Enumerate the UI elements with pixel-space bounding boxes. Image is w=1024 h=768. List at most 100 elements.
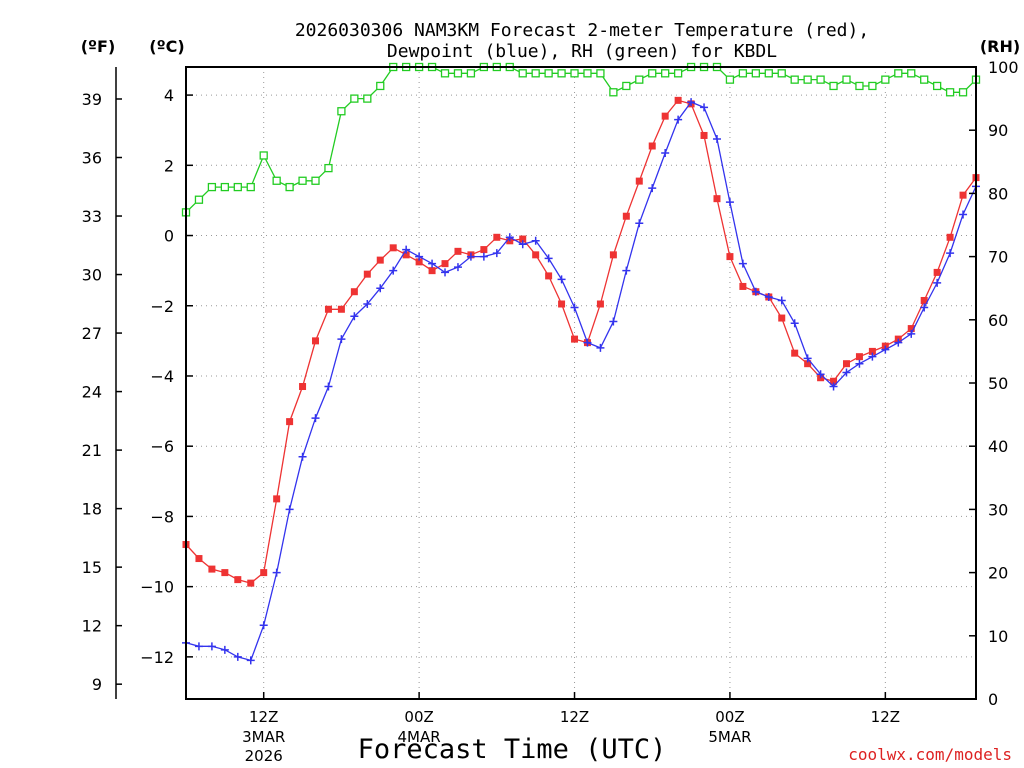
x-tick-date: 3MAR xyxy=(242,728,285,746)
dewpoint-point xyxy=(725,198,734,207)
dewpoint-point xyxy=(596,343,605,352)
dewpoint-point xyxy=(855,359,864,368)
2-meter-temperature-point xyxy=(609,251,617,259)
dewpoint-point xyxy=(220,645,229,654)
2-meter-temperature-point xyxy=(260,569,268,577)
2-meter-temperature-line xyxy=(185,99,977,584)
x-tick-label: 12Z xyxy=(871,708,900,726)
2-meter-temperature-point xyxy=(635,177,643,185)
rh-point xyxy=(881,75,890,84)
rh-point xyxy=(751,69,760,78)
2-meter-temperature-point xyxy=(648,142,656,150)
dewpoint-point xyxy=(674,115,683,124)
dewpoint-point xyxy=(518,240,527,249)
2-meter-temperature-point xyxy=(830,377,838,385)
rh-point xyxy=(932,81,942,91)
f-tick-label: 24 xyxy=(82,383,102,402)
dewpoint-point xyxy=(764,292,773,301)
rh-point xyxy=(285,182,294,192)
rh-point xyxy=(920,75,929,84)
dewpoint-point xyxy=(194,642,203,651)
rh-point xyxy=(531,69,540,78)
2-meter-temperature-point xyxy=(363,270,371,278)
2-meter-temperature-point xyxy=(350,288,358,296)
x-tick-label: 00Z xyxy=(404,708,433,726)
c-tick-label: −6 xyxy=(150,437,174,456)
dewpoint-point xyxy=(479,252,488,261)
rh-tick-label: 0 xyxy=(988,690,998,709)
rh-point xyxy=(440,69,450,78)
c-tick-label: −2 xyxy=(150,297,174,316)
2-meter-temperature-point xyxy=(791,349,799,357)
series-layer xyxy=(181,62,981,665)
dewpoint-point xyxy=(259,621,268,630)
f-tick-label: 27 xyxy=(82,324,102,343)
rh-point xyxy=(596,69,605,78)
2-meter-temperature-point xyxy=(415,258,423,266)
dewpoint-point xyxy=(609,317,618,326)
rh-point xyxy=(207,182,217,192)
2-meter-temperature-point xyxy=(545,272,553,280)
rh-tick-label: 70 xyxy=(988,248,1008,267)
rh-point xyxy=(945,88,955,97)
rh-tick-label: 90 xyxy=(988,121,1008,140)
2-meter-temperature-point xyxy=(234,576,242,584)
dewpoint-point xyxy=(311,414,320,423)
c-tick-label: −4 xyxy=(150,367,174,386)
rh-tick-label: 60 xyxy=(988,311,1008,330)
celsius-unit-label: (ºC) xyxy=(149,37,184,56)
f-tick-label: 9 xyxy=(92,675,102,694)
dewpoint-point xyxy=(531,236,540,245)
f-tick-label: 12 xyxy=(82,617,102,636)
2-meter-temperature-point xyxy=(376,256,384,264)
dewpoint-point xyxy=(881,345,890,354)
rh-point xyxy=(583,69,592,78)
2-meter-temperature-point xyxy=(441,260,449,268)
dewpoint-point xyxy=(285,505,294,514)
2-meter-temperature-point xyxy=(933,268,941,276)
2-meter-temperature-point xyxy=(221,569,229,577)
dewpoint-point xyxy=(842,368,851,377)
dewpoint-point xyxy=(402,245,411,254)
2-meter-temperature-point xyxy=(778,314,786,322)
rh-point xyxy=(907,69,916,78)
dewpoint-point xyxy=(907,329,916,338)
2-meter-temperature-point xyxy=(337,305,345,313)
dewpoint-point xyxy=(777,296,786,305)
f-tick-label: 33 xyxy=(82,207,102,226)
dewpoint-point xyxy=(700,103,709,112)
rh-point xyxy=(453,69,463,78)
c-tick-label: 2 xyxy=(164,156,174,175)
2-meter-temperature-point xyxy=(519,235,527,243)
2-meter-temperature-point xyxy=(622,212,630,220)
rh-point xyxy=(350,94,359,103)
rh-point xyxy=(337,107,346,116)
dewpoint-point xyxy=(324,382,333,391)
c-tick-label: −12 xyxy=(140,648,174,667)
rh-point xyxy=(272,176,281,185)
2-meter-temperature-point xyxy=(493,233,501,241)
2-meter-temperature-point xyxy=(920,296,928,304)
dewpoint-point xyxy=(389,266,398,275)
dewpoint-point xyxy=(635,219,644,228)
rh-point xyxy=(259,151,268,160)
rh-tick-label: 20 xyxy=(988,564,1008,583)
dewpoint-point xyxy=(687,98,696,107)
rh-point xyxy=(376,81,385,91)
c-tick-label: 0 xyxy=(164,227,174,246)
dewpoint-line xyxy=(185,101,977,662)
dewpoint-point xyxy=(803,354,812,363)
rh-point xyxy=(894,69,903,78)
dewpoint-point xyxy=(920,303,929,312)
f-tick-label: 21 xyxy=(82,441,102,460)
dewpoint-point xyxy=(570,303,579,312)
2-meter-temperature-point xyxy=(532,251,540,259)
x-tick-date: 4MAR xyxy=(398,728,441,746)
dewpoint-point xyxy=(350,312,359,321)
rh-point xyxy=(725,75,735,84)
rh-point xyxy=(220,182,230,192)
rh-point xyxy=(518,69,527,78)
dewpoint-point xyxy=(816,370,825,379)
